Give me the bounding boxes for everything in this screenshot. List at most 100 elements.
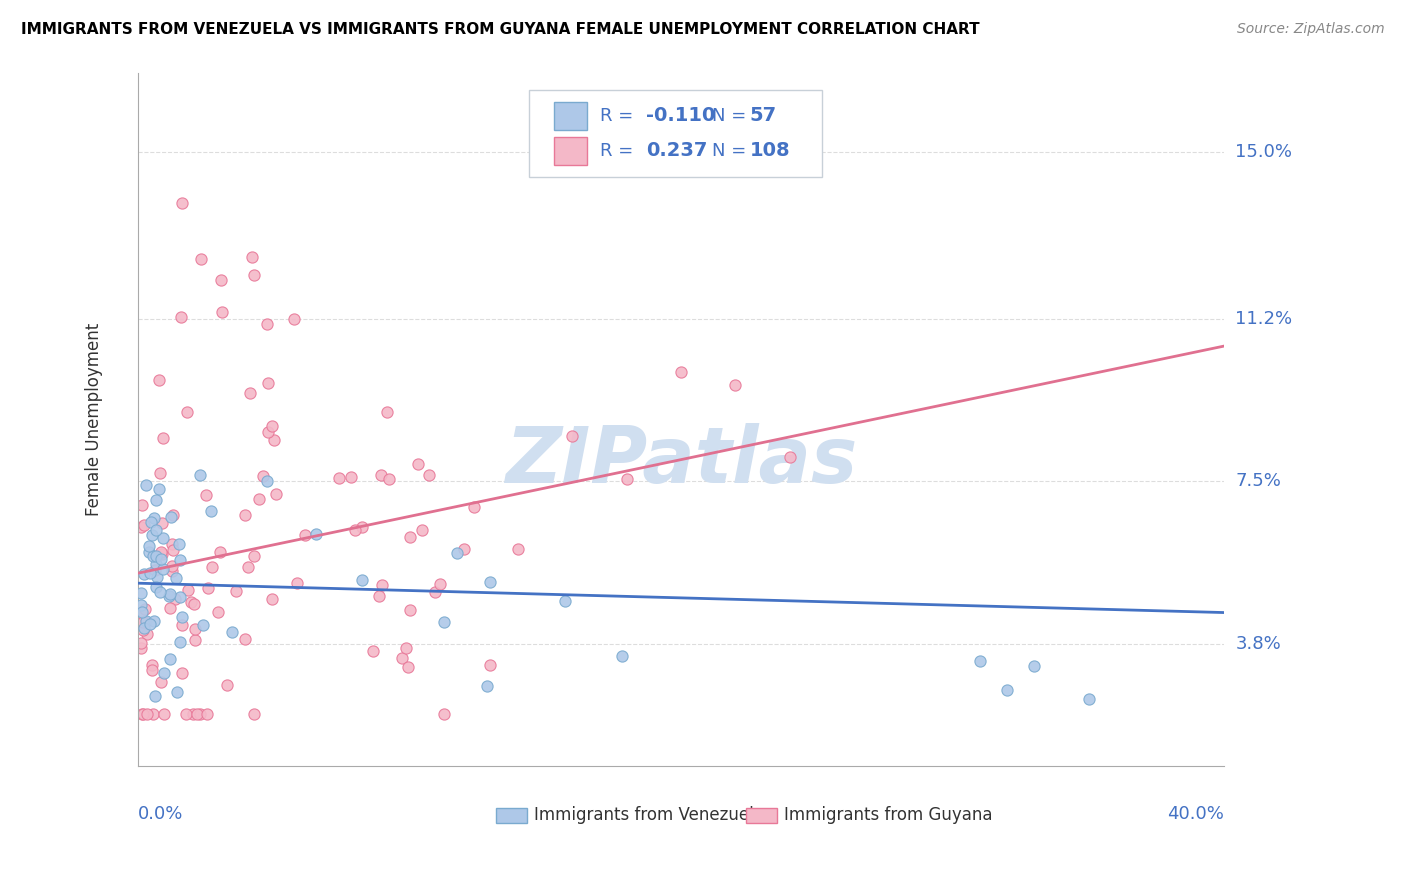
- Point: [508, 541, 530, 556]
- Point: [240, 250, 263, 264]
- Text: 15.0%: 15.0%: [1236, 143, 1292, 161]
- Point: [169, 634, 191, 648]
- Point: [262, 419, 284, 434]
- Point: [463, 500, 485, 515]
- Point: [371, 577, 394, 591]
- Point: [247, 491, 270, 506]
- Point: [1077, 691, 1099, 706]
- Point: [183, 622, 205, 636]
- Point: [166, 684, 188, 698]
- Point: [159, 510, 181, 524]
- Point: [328, 471, 350, 485]
- Point: [131, 636, 153, 650]
- Point: [159, 652, 181, 666]
- Point: [169, 537, 191, 551]
- Point: [134, 602, 156, 616]
- Point: [129, 640, 152, 655]
- Point: [136, 626, 159, 640]
- Point: [256, 474, 278, 488]
- Point: [256, 376, 278, 391]
- Point: [479, 658, 502, 673]
- Bar: [747, 808, 776, 823]
- Point: [145, 570, 167, 584]
- Point: [363, 643, 385, 657]
- Point: [135, 614, 157, 628]
- Point: [157, 589, 180, 603]
- Point: [183, 598, 205, 612]
- Point: [186, 706, 208, 721]
- Point: [138, 545, 160, 559]
- Point: [148, 374, 170, 388]
- Point: [181, 706, 204, 721]
- Point: [396, 660, 419, 674]
- Point: [724, 378, 747, 392]
- Point: [134, 567, 156, 582]
- Text: Immigrants from Guyana: Immigrants from Guyana: [785, 806, 993, 824]
- Point: [152, 706, 174, 721]
- Point: [129, 598, 152, 612]
- Text: IMMIGRANTS FROM VENEZUELA VS IMMIGRANTS FROM GUYANA FEMALE UNEMPLOYMENT CORRELAT: IMMIGRANTS FROM VENEZUELA VS IMMIGRANTS …: [21, 22, 980, 37]
- Point: [172, 618, 194, 632]
- Point: [370, 467, 392, 482]
- Point: [242, 706, 264, 721]
- Point: [433, 706, 456, 721]
- Text: R =: R =: [599, 107, 638, 125]
- Point: [149, 467, 172, 481]
- Text: ZIPatlas: ZIPatlas: [505, 424, 858, 500]
- Point: [129, 585, 152, 599]
- Point: [170, 195, 193, 210]
- Point: [139, 617, 162, 632]
- Point: [995, 682, 1018, 697]
- Point: [406, 457, 429, 471]
- Point: [378, 472, 401, 486]
- Point: [190, 252, 212, 266]
- Point: [153, 666, 176, 681]
- Text: 0.237: 0.237: [647, 141, 707, 161]
- Text: 7.5%: 7.5%: [1236, 472, 1281, 490]
- Point: [479, 574, 502, 589]
- Text: 40.0%: 40.0%: [1167, 805, 1225, 822]
- Point: [411, 523, 433, 537]
- Bar: [554, 136, 586, 164]
- Point: [160, 564, 183, 578]
- Point: [610, 648, 633, 663]
- Point: [170, 610, 193, 624]
- Point: [352, 574, 374, 588]
- Point: [208, 545, 231, 559]
- Point: [149, 584, 172, 599]
- Point: [131, 623, 153, 637]
- Point: [170, 310, 193, 325]
- Point: [368, 589, 391, 603]
- Text: 108: 108: [749, 141, 790, 161]
- Point: [184, 633, 207, 648]
- Point: [211, 305, 233, 319]
- Point: [197, 581, 219, 595]
- Point: [225, 584, 247, 599]
- Point: [239, 385, 262, 400]
- Point: [669, 365, 692, 379]
- Point: [188, 468, 211, 483]
- Point: [135, 478, 157, 492]
- Text: 3.8%: 3.8%: [1236, 634, 1281, 653]
- Point: [418, 468, 440, 483]
- Point: [453, 541, 475, 556]
- Text: Female Unemployment: Female Unemployment: [86, 323, 104, 516]
- Point: [162, 543, 184, 558]
- Point: [429, 577, 451, 591]
- Point: [177, 583, 200, 598]
- Point: [233, 508, 256, 522]
- Point: [159, 600, 181, 615]
- Point: [165, 591, 187, 606]
- Point: [141, 549, 163, 563]
- Text: Immigrants from Venezuela: Immigrants from Venezuela: [534, 806, 765, 824]
- Point: [145, 557, 167, 571]
- Point: [969, 654, 991, 668]
- Point: [176, 706, 198, 721]
- Point: [446, 546, 468, 560]
- Point: [152, 531, 174, 545]
- Point: [193, 617, 215, 632]
- Point: [180, 595, 202, 609]
- Point: [1024, 658, 1046, 673]
- Point: [129, 606, 152, 620]
- Point: [160, 559, 183, 574]
